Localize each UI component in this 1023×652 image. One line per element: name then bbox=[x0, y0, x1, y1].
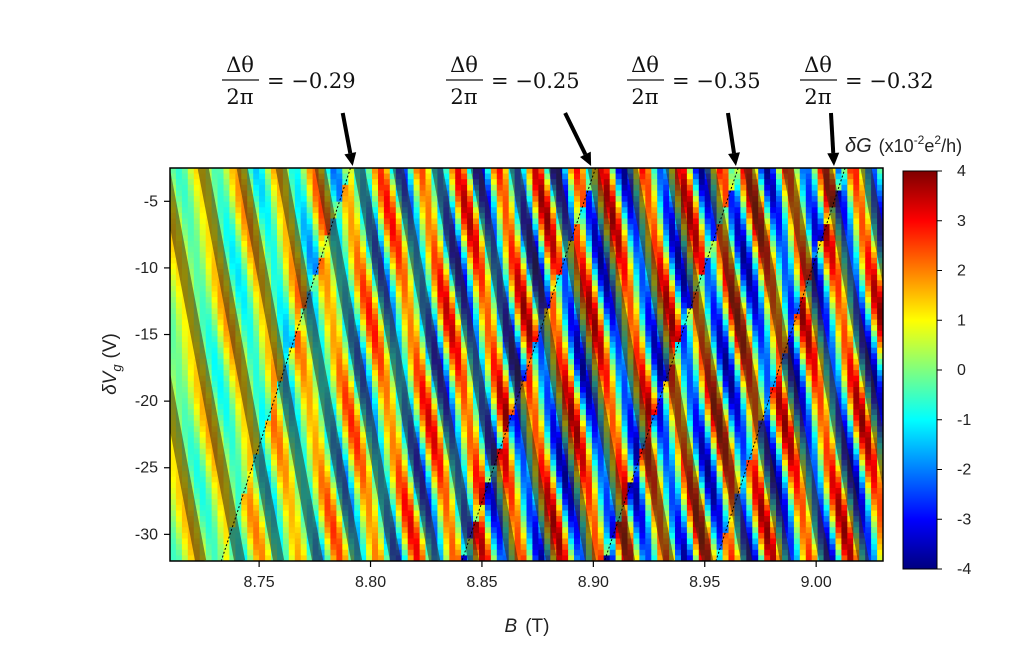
colorbar-tick-label: -2 bbox=[957, 462, 971, 479]
y-tick-label: -5 bbox=[144, 193, 158, 210]
fringe-stripe bbox=[0, 168, 6, 561]
annotation-denominator: 2π bbox=[804, 85, 831, 109]
annotation-denominator: 2π bbox=[631, 85, 658, 109]
fringe-stripe bbox=[821, 168, 883, 489]
fringe-stripe bbox=[0, 168, 45, 561]
y-axis-title: δVg(V) bbox=[100, 333, 124, 395]
colorbar-tick-label: 4 bbox=[957, 163, 966, 180]
fringe-stripe bbox=[548, 168, 636, 561]
x-tick-label: 8.90 bbox=[578, 574, 609, 591]
colorbar: 4 3 2 1 0 -1 -2 -3 -4 bbox=[902, 163, 971, 578]
fringe-stripe bbox=[743, 168, 831, 561]
annotation-denominator: 2π bbox=[226, 85, 253, 109]
y-tick-label: -25 bbox=[135, 460, 158, 477]
annotation-value: = −0.25 bbox=[491, 69, 580, 93]
fringe-stripe bbox=[353, 168, 441, 561]
fringe-stripe bbox=[8, 168, 84, 561]
fringe-stripe bbox=[509, 168, 597, 561]
fringe-stripe bbox=[392, 168, 480, 561]
x-axis-title: B (T) bbox=[505, 616, 550, 637]
annotation-numerator: Δθ bbox=[804, 53, 832, 77]
annotation-value: = −0.32 bbox=[845, 69, 934, 93]
phase-jump-line bbox=[461, 168, 597, 561]
fringe-stripe bbox=[704, 168, 792, 561]
annotation-numerator: Δθ bbox=[226, 53, 254, 77]
annotation-arrowhead bbox=[580, 151, 592, 166]
y-axis: -5 -10 -15 -20 -25 -30 bbox=[135, 193, 170, 543]
phase-jump-line bbox=[715, 168, 846, 561]
phase-jump-line bbox=[220, 168, 351, 561]
fringe-guides bbox=[0, 168, 883, 561]
fringe-stripe bbox=[170, 372, 207, 561]
plot-frame bbox=[169, 167, 884, 562]
fringe-stripe bbox=[470, 168, 558, 561]
fringe-stripe bbox=[275, 168, 363, 561]
annotation-arrow bbox=[340, 112, 353, 154]
fringe-stripe bbox=[431, 168, 519, 561]
y-tick-label: -20 bbox=[135, 393, 158, 410]
annotation-arrowhead bbox=[728, 152, 740, 166]
fringe-stripe bbox=[665, 168, 753, 561]
colorbar-tick-label: 0 bbox=[957, 362, 966, 379]
annotations: Δθ 2π = −0.29 Δθ 2π = −0.25 Δθ 2π = −0.35 Δθ 2π = −… bbox=[222, 53, 934, 166]
y-tick-label: -30 bbox=[135, 526, 158, 543]
annotation-arrow bbox=[725, 112, 736, 154]
phase-jump-line bbox=[604, 168, 739, 561]
annotation-numerator: Δθ bbox=[631, 53, 659, 77]
x-tick-label: 9.00 bbox=[801, 574, 832, 591]
x-tick-label: 8.85 bbox=[466, 574, 497, 591]
fringe-stripe bbox=[626, 168, 714, 561]
fringe-stripe bbox=[587, 168, 675, 561]
phase-annotation: Δθ 2π = −0.35 bbox=[627, 53, 761, 166]
phase-jump-lines bbox=[220, 168, 846, 561]
annotation-denominator: 2π bbox=[450, 85, 477, 109]
colorbar-tick-label: 2 bbox=[957, 263, 966, 280]
phase-annotation: Δθ 2π = −0.25 bbox=[446, 53, 592, 166]
colorbar-tick-label: 3 bbox=[957, 213, 966, 230]
colorbar-tick-label: 1 bbox=[957, 312, 966, 329]
fringe-stripe bbox=[170, 169, 246, 561]
colorbar-title: δG (x10-2e2/h) bbox=[845, 133, 962, 157]
annotation-value: = −0.35 bbox=[672, 69, 761, 93]
annotation-numerator: Δθ bbox=[450, 53, 478, 77]
annotation-arrowhead bbox=[344, 152, 357, 166]
x-tick-label: 8.95 bbox=[689, 574, 720, 591]
fringe-stripe bbox=[236, 168, 324, 561]
colorbar-tick-label: -3 bbox=[957, 511, 971, 528]
fringe-stripe bbox=[860, 168, 883, 286]
annotation-value: = −0.29 bbox=[267, 69, 356, 93]
y-tick-label: -10 bbox=[135, 260, 158, 277]
y-tick-label: -15 bbox=[135, 327, 158, 344]
fringe-stripe bbox=[314, 168, 402, 561]
phase-annotation: Δθ 2π = −0.29 bbox=[222, 53, 357, 166]
colorbar-tick-label: -4 bbox=[957, 561, 971, 578]
phase-annotation: Δθ 2π = −0.32 bbox=[800, 53, 934, 166]
colorbar-gradient bbox=[902, 170, 938, 570]
fringe-stripe bbox=[197, 168, 285, 561]
x-axis: 8.75 8.80 8.85 8.90 8.95 9.00 bbox=[244, 561, 832, 591]
fringe-stripe bbox=[782, 168, 870, 561]
annotation-arrow bbox=[828, 112, 836, 154]
annotation-arrowhead bbox=[827, 152, 840, 166]
x-tick-label: 8.80 bbox=[355, 574, 386, 591]
colorbar-tick-label: -1 bbox=[957, 412, 971, 429]
annotation-arrow bbox=[563, 112, 588, 156]
x-tick-label: 8.75 bbox=[244, 574, 275, 591]
